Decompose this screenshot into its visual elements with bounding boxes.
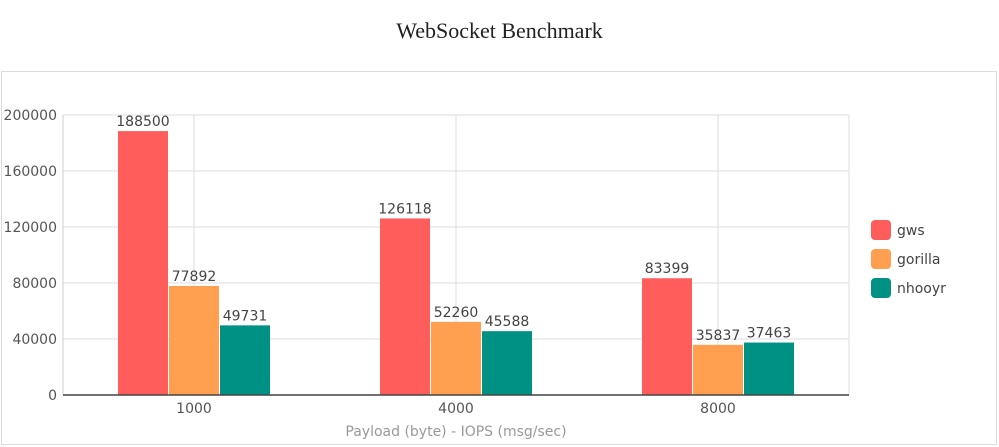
data-label: 35837 [696, 328, 741, 344]
bar-gws-1000 [118, 131, 168, 395]
bar-nhooyr-4000 [482, 331, 532, 395]
x-tick-label: 4000 [438, 401, 474, 417]
y-tick-label: 80000 [12, 276, 57, 292]
y-tick-label: 160000 [4, 164, 57, 180]
data-label: 83399 [645, 261, 690, 277]
bar-nhooyr-8000 [744, 342, 794, 395]
data-label: 52260 [434, 305, 479, 321]
legend-swatch-gws [871, 220, 891, 240]
legend-swatch-gorilla [871, 249, 891, 269]
y-tick-label: 200000 [4, 108, 57, 124]
x-tick-label: 8000 [700, 401, 736, 417]
data-label: 77892 [172, 269, 217, 285]
bar-gorilla-8000 [693, 344, 743, 395]
legend-label-nhooyr: nhooyr [897, 281, 946, 297]
y-tick-label: 120000 [4, 220, 57, 236]
bar-nhooyr-1000 [220, 325, 270, 395]
x-axis-title: Payload (byte) - IOPS (msg/sec) [345, 424, 566, 440]
chart-title: WebSocket Benchmark [396, 18, 603, 43]
bar-gws-4000 [380, 218, 430, 395]
y-tick-label: 40000 [12, 332, 57, 348]
bar-gws-8000 [642, 278, 692, 395]
bar-gorilla-1000 [169, 285, 219, 395]
bar-gorilla-4000 [431, 321, 481, 395]
data-label: 188500 [116, 114, 169, 130]
data-label: 45588 [485, 314, 530, 330]
data-label: 126118 [378, 201, 431, 217]
legend-label-gws: gws [897, 223, 925, 239]
legend-label-gorilla: gorilla [897, 252, 940, 268]
y-tick-label: 0 [48, 388, 57, 404]
chart-frame [1, 71, 997, 445]
data-label: 37463 [747, 326, 792, 342]
x-tick-label: 1000 [176, 401, 212, 417]
data-label: 49731 [223, 308, 268, 324]
legend-swatch-nhooyr [871, 278, 891, 298]
